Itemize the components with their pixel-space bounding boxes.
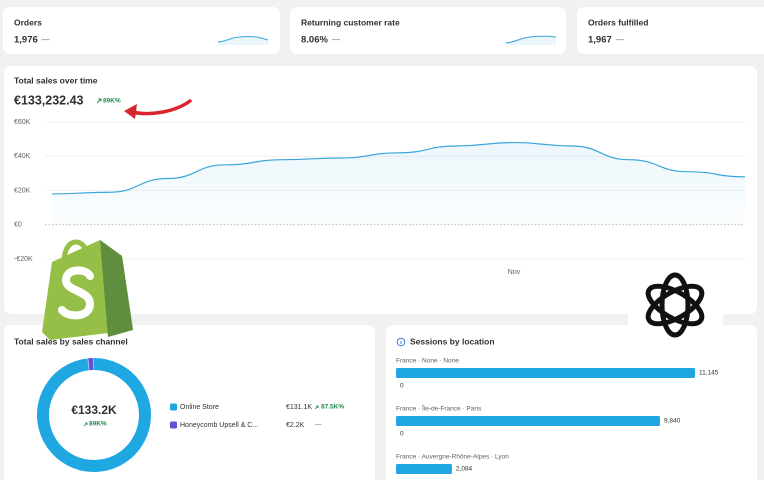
session-bar[interactable] [396,368,695,378]
bar-value-label: 9,840 [664,418,681,425]
kpi-change: — [616,35,624,44]
sparkline-area [218,36,268,45]
up-arrow-icon [96,98,102,104]
y-tick-label: €20K [14,187,31,194]
sparkline [505,35,557,44]
legend-value: €131.1K [286,404,312,411]
location-label: France · Auvergne-Rhône-Alpes · Lyon [396,454,509,461]
bar-value-label: 2,084 [456,466,473,473]
chart-title: Sessions by location [410,336,495,346]
kpi-title: Returning customer rate [301,17,400,27]
legend-label: Online Store [180,404,219,411]
total-change: 89K% [103,98,121,105]
bar-value-label: 11,145 [699,370,719,377]
chart-title: Total sales by sales channel [14,336,128,346]
kpi-change: — [332,35,340,44]
sparkline [217,35,269,43]
annotation-arrow [130,99,192,116]
sparkline-area [506,36,556,45]
donut-chart: Online Store €131.1K 87.5K% Honeycomb Upsel… [37,358,344,472]
kpi-value: 1,976 [14,35,38,46]
legend-value: €2.2K [286,422,305,429]
line-chart: €60K €40K €20K €0 -€20K Nov [14,119,746,276]
kpi-card[interactable] [577,7,764,54]
previous-value-label: 0 [400,431,404,438]
kpi-title: Orders fulfilled [588,17,648,27]
openai-logo [628,260,723,352]
sessions-card [386,325,757,480]
sales-line [51,141,746,195]
session-bar[interactable] [396,464,452,474]
legend-swatch [170,403,177,411]
legend-change: 87.5K% [321,404,344,411]
previous-value-label: 0 [400,383,404,390]
kpi-card[interactable] [290,7,566,54]
y-tick-label: €60K [14,119,31,126]
x-tick-label: Nov [508,269,521,276]
kpi-value: 8.06% [301,35,328,46]
donut-center-change: 89K% [89,421,107,428]
chart-title: Total sales over time [14,75,98,85]
y-tick-label: €0 [14,222,22,229]
legend-swatch [170,421,177,429]
total-sales: €133,232.43 [14,93,84,107]
location-label: France · Île-de-France · Paris [396,404,482,413]
kpi-title: Orders [14,17,42,27]
donut-center-value: €133.2K [71,403,117,417]
y-tick-label: -€20K [14,256,33,263]
session-bar[interactable] [396,416,660,426]
info-icon[interactable] [396,337,406,347]
annotation-arrowhead [124,104,137,119]
up-arrow-icon [314,405,319,410]
kpi-value: 1,967 [588,35,612,46]
legend-change: — [315,422,322,429]
y-tick-label: €40K [14,153,31,160]
kpi-card[interactable] [3,7,280,54]
shopify-logo [42,239,133,340]
bar-chart: France · None · None 11,145 0 France · Île-… [396,358,719,474]
location-label: France · None · None [396,358,459,365]
line-area [52,142,745,225]
legend-label: Honeycomb Upsell & C... [180,422,258,429]
up-arrow-icon [83,422,88,427]
kpi-change: — [42,35,50,44]
donut-segment [37,358,151,472]
